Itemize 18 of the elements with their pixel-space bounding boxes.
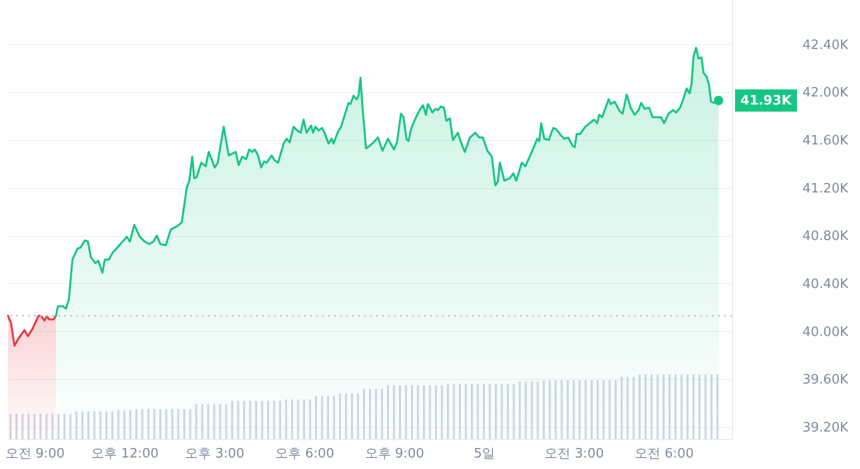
x-tick-label: 5일 (474, 446, 495, 462)
y-tick-label: 39.20K (802, 420, 849, 436)
x-tick-label: 오전 9:00 (5, 446, 65, 462)
x-tick-label: 오후 9:00 (364, 446, 424, 462)
y-tick-label: 40.80K (802, 229, 849, 244)
y-tick-label: 42.40K (802, 38, 849, 53)
y-tick-label: 40.00K (802, 324, 849, 340)
x-tick-label: 오전 3:00 (544, 446, 604, 462)
y-tick-label: 42.00K (802, 86, 849, 101)
x-tick-label: 오후 6:00 (274, 446, 334, 462)
y-tick-label: 41.60K (802, 133, 849, 148)
y-tick-label: 39.60K (802, 372, 849, 388)
x-tick-label: 오후 3:00 (185, 446, 244, 462)
x-tick-label: 오전 6:00 (634, 446, 694, 462)
y-tick-label: 41.20K (802, 181, 849, 196)
x-tick-label: 오후 12:00 (91, 446, 159, 462)
annotation: 41.93K (740, 93, 793, 108)
y-tick-label: 40.40K (802, 276, 849, 292)
